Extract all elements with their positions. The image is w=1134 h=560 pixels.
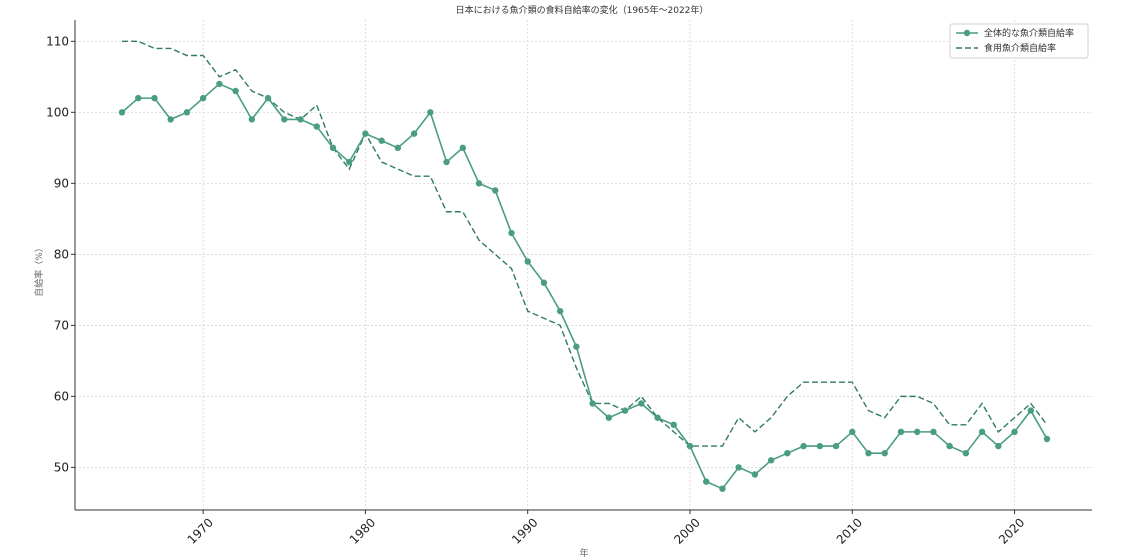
point-overall-1966 <box>135 94 142 102</box>
legend-box <box>949 23 1089 59</box>
y-tick-label-110: 110 <box>46 34 69 48</box>
point-overall-1986 <box>459 144 466 152</box>
point-overall-1972 <box>232 87 239 95</box>
point-overall-1994 <box>589 400 596 407</box>
point-overall-2018 <box>978 428 986 436</box>
grid-lines <box>75 20 1092 510</box>
point-overall-2009 <box>832 442 840 450</box>
point-overall-1984 <box>427 109 434 116</box>
y-tick-label-50: 50 <box>54 460 69 474</box>
point-overall-2000 <box>686 442 694 450</box>
point-overall-1997 <box>638 400 645 407</box>
point-overall-1971 <box>216 80 223 88</box>
point-overall-1998 <box>654 414 661 421</box>
x-tick-label-1980: 1980 <box>347 515 378 546</box>
point-overall-1992 <box>556 307 564 315</box>
point-overall-2003 <box>735 464 742 471</box>
y-axis-label: 自給率（%） <box>33 243 45 297</box>
x-tick-label-2010: 2010 <box>834 515 865 546</box>
point-overall-2011 <box>865 449 872 457</box>
point-overall-2002 <box>719 485 726 492</box>
point-overall-1975 <box>281 116 288 123</box>
point-overall-1978 <box>329 144 337 152</box>
point-overall-2020 <box>1011 428 1018 436</box>
point-overall-1979 <box>345 158 353 166</box>
point-overall-1967 <box>151 94 158 102</box>
point-overall-1988 <box>492 187 499 194</box>
legend: 全体的な魚介類自給率 食用魚介類自給率 <box>949 23 1089 59</box>
series-layer <box>118 40 1051 492</box>
point-overall-1987 <box>475 180 483 187</box>
point-overall-2005 <box>767 457 775 464</box>
point-overall-2017 <box>962 449 970 457</box>
point-overall-2007 <box>800 442 807 450</box>
series-line-overall <box>121 82 1048 490</box>
point-overall-1980 <box>362 130 369 137</box>
point-overall-1977 <box>313 123 320 130</box>
point-overall-1968 <box>167 116 174 123</box>
legend-marker <box>963 29 971 37</box>
point-overall-1993 <box>573 343 580 350</box>
y-tick-label-90: 90 <box>54 176 69 190</box>
point-overall-1969 <box>183 109 191 116</box>
point-overall-2006 <box>784 449 791 457</box>
point-overall-2014 <box>913 428 921 436</box>
point-overall-1974 <box>264 94 272 102</box>
point-overall-2004 <box>751 471 759 478</box>
point-overall-2021 <box>1027 407 1034 414</box>
point-overall-1983 <box>410 130 418 137</box>
x-axis-label: 年 <box>579 547 588 559</box>
point-overall-1976 <box>297 116 304 123</box>
y-axis-ticks: 50 60 70 80 90 100 110 <box>46 34 75 474</box>
y-tick-label-100: 100 <box>46 105 69 119</box>
point-overall-2016 <box>946 442 953 450</box>
x-tick-label-1990: 1990 <box>509 515 540 546</box>
series-line-food <box>122 40 1048 447</box>
point-overall-2013 <box>897 428 905 436</box>
point-overall-2012 <box>881 449 888 457</box>
point-overall-2019 <box>995 442 1002 450</box>
point-overall-1982 <box>394 144 402 152</box>
x-tick-label-1970: 1970 <box>185 515 216 546</box>
point-overall-1991 <box>540 279 548 286</box>
chart-title: 日本における魚介類の食料自給率の変化（1965年〜2022年） <box>456 4 709 16</box>
point-overall-1995 <box>605 414 613 421</box>
point-overall-1973 <box>248 116 256 123</box>
point-overall-1996 <box>621 407 629 414</box>
point-overall-2010 <box>849 428 856 436</box>
point-overall-1990 <box>524 258 531 265</box>
point-overall-2022 <box>1043 435 1051 443</box>
point-overall-2008 <box>816 442 824 450</box>
point-overall-1965 <box>118 109 126 116</box>
legend-label-overall: 全体的な魚介類自給率 <box>984 27 1074 39</box>
y-tick-label-60: 60 <box>54 389 69 403</box>
point-overall-1985 <box>443 158 450 166</box>
point-overall-1999 <box>670 421 677 428</box>
point-overall-2001 <box>703 478 710 485</box>
x-tick-label-2020: 2020 <box>996 515 1027 546</box>
x-axis-ticks: 1970 1980 1990 2000 2010 2020 <box>185 510 1027 547</box>
point-overall-2015 <box>930 428 937 436</box>
point-overall-1970 <box>199 94 207 102</box>
x-tick-label-2000: 2000 <box>671 515 702 546</box>
point-overall-1981 <box>378 137 385 144</box>
y-tick-label-70: 70 <box>54 318 69 332</box>
point-overall-1989 <box>508 229 515 237</box>
y-tick-label-80: 80 <box>54 247 69 261</box>
legend-label-food: 食用魚介類自給率 <box>984 42 1056 54</box>
